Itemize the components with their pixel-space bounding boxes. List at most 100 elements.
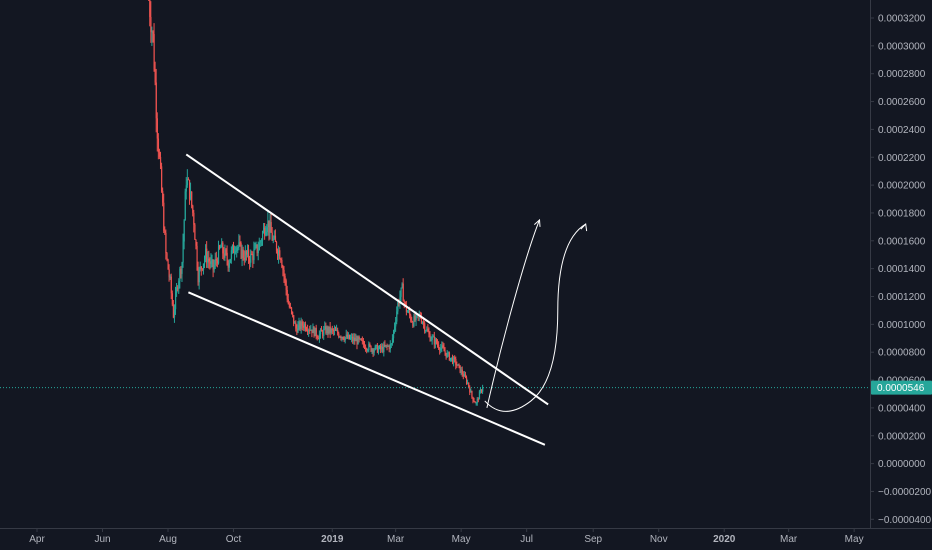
candle-body	[158, 152, 161, 157]
candle-body	[165, 232, 167, 254]
candle-body	[245, 251, 248, 255]
time-axis[interactable]: Apr Jun Aug Oct 2019 Mar May Jul Sep Nov 2020 Mar Ma…	[29, 528, 864, 545]
candle-body	[388, 345, 390, 350]
candle-body	[205, 248, 207, 259]
x-tick-label: Mar	[780, 534, 798, 545]
y-tick-label: 0.0003000	[878, 41, 926, 52]
candle-body	[425, 330, 427, 332]
candle-body	[346, 334, 349, 339]
candle-body	[317, 338, 320, 340]
candle-body	[401, 283, 403, 288]
candle-body	[341, 336, 343, 339]
candle-body	[258, 242, 260, 251]
candle-body	[163, 202, 165, 231]
y-tick-label: 0.0002400	[878, 125, 926, 136]
candle-body	[236, 247, 238, 252]
candle-body	[467, 382, 469, 384]
candle-body	[367, 349, 369, 351]
candle-body	[202, 263, 205, 270]
candle-body	[386, 345, 388, 347]
candle-body	[442, 345, 444, 348]
candle-body	[171, 293, 173, 305]
candle-body	[181, 262, 183, 274]
candle-body	[210, 260, 212, 264]
candle-body	[342, 336, 344, 340]
candle-body	[290, 307, 293, 312]
candle-body	[443, 347, 445, 352]
candle-body	[200, 266, 202, 269]
price-axis[interactable]: 0.0003200 0.0003000 0.0002800 0.0002600 0.00…	[870, 14, 932, 526]
candle-body	[365, 348, 367, 350]
candle-body	[302, 325, 304, 328]
candle-body	[345, 334, 347, 338]
candle-body	[294, 322, 296, 324]
candle-body	[173, 309, 176, 318]
candle-body	[387, 345, 389, 347]
candle-body	[211, 259, 213, 261]
candle-body	[186, 179, 189, 186]
y-tick-label: 0.0000200	[878, 431, 926, 442]
y-tick-label: 0.0001000	[878, 320, 926, 331]
candle-body	[159, 156, 162, 167]
candle-body	[275, 241, 278, 251]
upper-trendline	[185, 153, 549, 406]
candle-body	[409, 310, 411, 316]
candle-body	[279, 250, 281, 259]
candle-body	[314, 327, 316, 337]
candle-body	[225, 249, 227, 253]
candle-body	[325, 326, 327, 334]
candle-body	[459, 365, 461, 373]
candle-body	[274, 235, 277, 242]
candle-body	[428, 331, 430, 335]
candle-body	[297, 325, 299, 333]
candle-body	[360, 338, 362, 341]
x-tick-label: Aug	[159, 534, 177, 545]
candle-body	[482, 387, 484, 392]
candle-body	[255, 244, 257, 247]
candle-body	[194, 224, 196, 240]
candle-body	[404, 301, 407, 305]
candle-body	[429, 334, 431, 341]
candle-body	[223, 253, 225, 258]
candle-body	[421, 322, 424, 324]
candle-body	[303, 324, 306, 328]
candle-body	[307, 330, 309, 332]
candle-body	[335, 329, 337, 331]
candle-body	[176, 287, 178, 294]
candle-body	[285, 280, 287, 290]
candle-body	[356, 338, 358, 345]
candle-body	[281, 260, 283, 268]
candle-body	[312, 326, 314, 334]
candle-body	[471, 391, 473, 397]
candle-body	[371, 349, 373, 352]
candle-body	[184, 191, 186, 221]
candle-body	[244, 251, 247, 261]
candle-body	[391, 338, 394, 344]
candle-body	[149, 0, 151, 17]
candle-body	[234, 252, 236, 254]
candle-body	[433, 336, 435, 345]
curved-arrow-2	[484, 223, 586, 412]
candle-body	[423, 322, 425, 324]
candle-body	[338, 333, 340, 338]
x-tick-label: Nov	[650, 534, 668, 545]
candle-body	[472, 396, 474, 401]
candle-body	[296, 328, 298, 333]
y-tick-label: 0.0000400	[878, 403, 926, 414]
candle-body	[242, 249, 244, 259]
y-tick-label: 0.0002200	[878, 153, 926, 164]
x-tick-label: Oct	[226, 534, 242, 545]
candle-body	[352, 336, 354, 341]
candle-body	[322, 331, 324, 336]
candle-body	[161, 166, 163, 192]
candle-body	[337, 329, 339, 334]
candle-body	[286, 289, 288, 300]
candle-body	[331, 328, 333, 330]
candle-body	[230, 250, 233, 260]
candle-body	[191, 191, 193, 206]
candle-body	[229, 259, 231, 263]
candle-body	[304, 324, 307, 330]
candle-body	[187, 179, 190, 181]
candle-body	[190, 191, 192, 199]
